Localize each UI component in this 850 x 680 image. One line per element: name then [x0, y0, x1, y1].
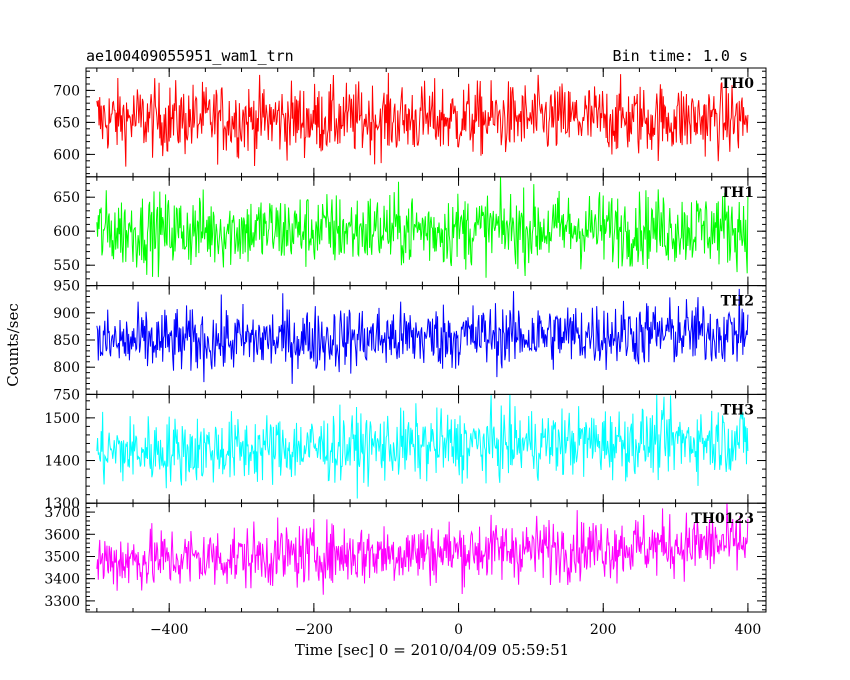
panels-group: 600 650 700 TH0 550 600 650 TH1 750 800 850 900 950 T…	[44, 67, 767, 613]
y-tick-label: 800	[53, 360, 80, 376]
series-line-th0123	[96, 503, 749, 595]
panel-frame	[85, 502, 767, 613]
x-axis: −400 −200 0 200 400	[150, 622, 761, 638]
y-tick-label: 850	[53, 333, 80, 349]
y-tick-label: 1400	[44, 454, 80, 470]
y-tick-label: 650	[53, 190, 80, 206]
panel-th0: 600 650 700 TH0	[53, 67, 767, 178]
y-tick-label: 3600	[44, 527, 80, 543]
y-tick-label: 3700	[44, 505, 80, 521]
y-tick-label: 1500	[44, 411, 80, 427]
x-tick-label: 400	[735, 622, 762, 638]
y-tick-label: 550	[53, 258, 80, 274]
y-tick-label: 3400	[44, 572, 80, 588]
series-line-th2	[96, 288, 749, 384]
panel-th2: 750 800 850 900 950 TH2	[53, 279, 767, 403]
y-tick-label: 950	[53, 279, 80, 295]
panel-th0123: 3300 3400 3500 3600 3700 TH0123	[44, 502, 767, 613]
x-tick-label: 200	[590, 622, 617, 638]
panel-th1: 550 600 650 TH1	[53, 176, 767, 287]
y-axis-label: Counts/sec	[4, 303, 22, 387]
y-tick-label: 1300	[44, 496, 80, 512]
y-tick-label: 700	[53, 83, 80, 99]
x-tick-label: −400	[150, 622, 188, 638]
y-tick-label: 900	[53, 306, 80, 322]
series-line-th3	[96, 394, 749, 499]
x-tick-label: −200	[295, 622, 333, 638]
y-tick-label: 600	[53, 147, 80, 163]
series-line-th0	[96, 72, 749, 167]
panel-th3: 1300 1400 1500 TH3	[44, 393, 767, 512]
y-tick-label: 750	[53, 387, 80, 403]
series-name-label: TH0123	[691, 511, 754, 527]
series-line-th1	[96, 176, 749, 278]
series-name-label: TH0	[721, 76, 755, 92]
y-tick-label: 3300	[44, 594, 80, 610]
y-tick-label: 600	[53, 224, 80, 240]
series-name-label: TH2	[721, 294, 754, 310]
bin-time-label: Bin time: 1.0 s	[613, 47, 748, 65]
x-tick-label: 0	[454, 622, 463, 638]
x-axis-label: Time [sec] 0 = 2010/04/09 05:59:51	[295, 641, 569, 659]
y-tick-label: 3500	[44, 549, 80, 565]
series-name-label: TH1	[721, 185, 754, 201]
series-name-label: TH3	[721, 402, 754, 418]
chart-title: ae100409055951_wam1_trn	[86, 47, 294, 65]
y-tick-label: 650	[53, 115, 80, 131]
